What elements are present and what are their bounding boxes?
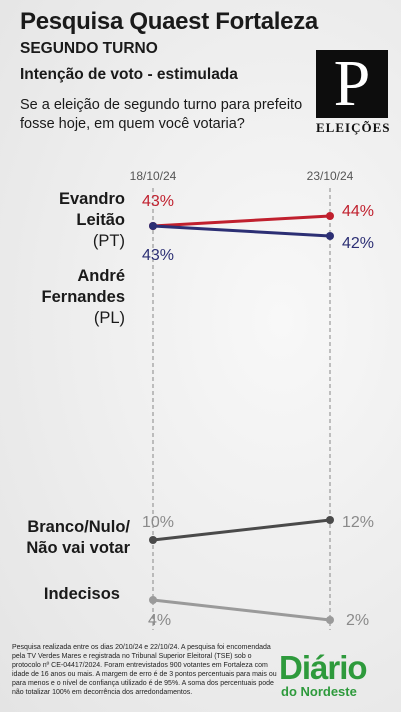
data-label-branco-1: 12%: [342, 514, 374, 531]
label-indecisos: Indecisos: [10, 584, 120, 605]
label-indecisos-line1: Indecisos: [43, 585, 120, 603]
data-point-branco-0: [149, 536, 157, 544]
data-point-branco-1: [326, 516, 334, 524]
eleicoes-logo: P ELEIÇÕES: [316, 50, 391, 142]
label-andre-line2: Fernandes: [41, 288, 125, 306]
logo-caption: ELEIÇÕES: [316, 120, 391, 135]
label-andre-party: (PL): [93, 309, 125, 327]
label-evandro-line2: Leitão: [76, 211, 125, 229]
data-point-andre-0: [149, 222, 157, 230]
data-label-indecisos-0: 4%: [148, 612, 171, 629]
series-line-branco: [152, 518, 331, 542]
data-point-indecisos-0: [149, 596, 157, 604]
data-label-indecisos-1: 2%: [346, 612, 369, 629]
brand-main: Diário: [279, 649, 368, 686]
label-branco: Branco/Nulo/ Não vai votar: [10, 517, 130, 559]
label-branco-line1: Branco/Nulo/: [27, 518, 130, 536]
x-tick-label: 23/10/24: [307, 169, 354, 183]
poll-type-label: Intenção de voto - estimulada: [20, 66, 238, 83]
data-label-evandro-0: 43%: [142, 193, 174, 210]
label-branco-line2: Não vai votar: [26, 539, 130, 557]
data-point-evandro-1: [326, 212, 334, 220]
label-andre-line1: André: [77, 267, 125, 285]
data-label-branco-0: 10%: [142, 514, 174, 531]
series-line-evandro: [152, 214, 331, 228]
methodology-footnote: Pesquisa realizada entre os dias 20/10/2…: [12, 644, 277, 696]
label-evandro: Evandro Leitão (PT): [20, 189, 125, 252]
data-label-andre-0: 43%: [142, 247, 174, 264]
label-andre: André Fernandes (PL): [20, 266, 125, 329]
page-title: Pesquisa Quaest Fortaleza: [20, 8, 318, 35]
data-label-andre-1: 42%: [342, 235, 374, 252]
round-label: SEGUNDO TURNO: [20, 40, 158, 57]
data-point-andre-1: [326, 232, 334, 240]
x-tick-label: 18/10/24: [130, 169, 177, 183]
label-evandro-line1: Evandro: [58, 190, 125, 208]
series-line-andre: [152, 224, 331, 238]
brand-sub: do Nordeste: [281, 684, 357, 699]
brand-logo: Diário do Nordeste: [279, 651, 394, 703]
series-line-indecisos: [152, 598, 331, 622]
label-evandro-party: (PT): [92, 232, 125, 250]
data-label-evandro-1: 44%: [342, 203, 374, 220]
data-point-indecisos-1: [326, 616, 334, 624]
poll-question: Se a eleição de segundo turno para prefe…: [20, 97, 303, 132]
logo-letter: P: [316, 50, 388, 118]
